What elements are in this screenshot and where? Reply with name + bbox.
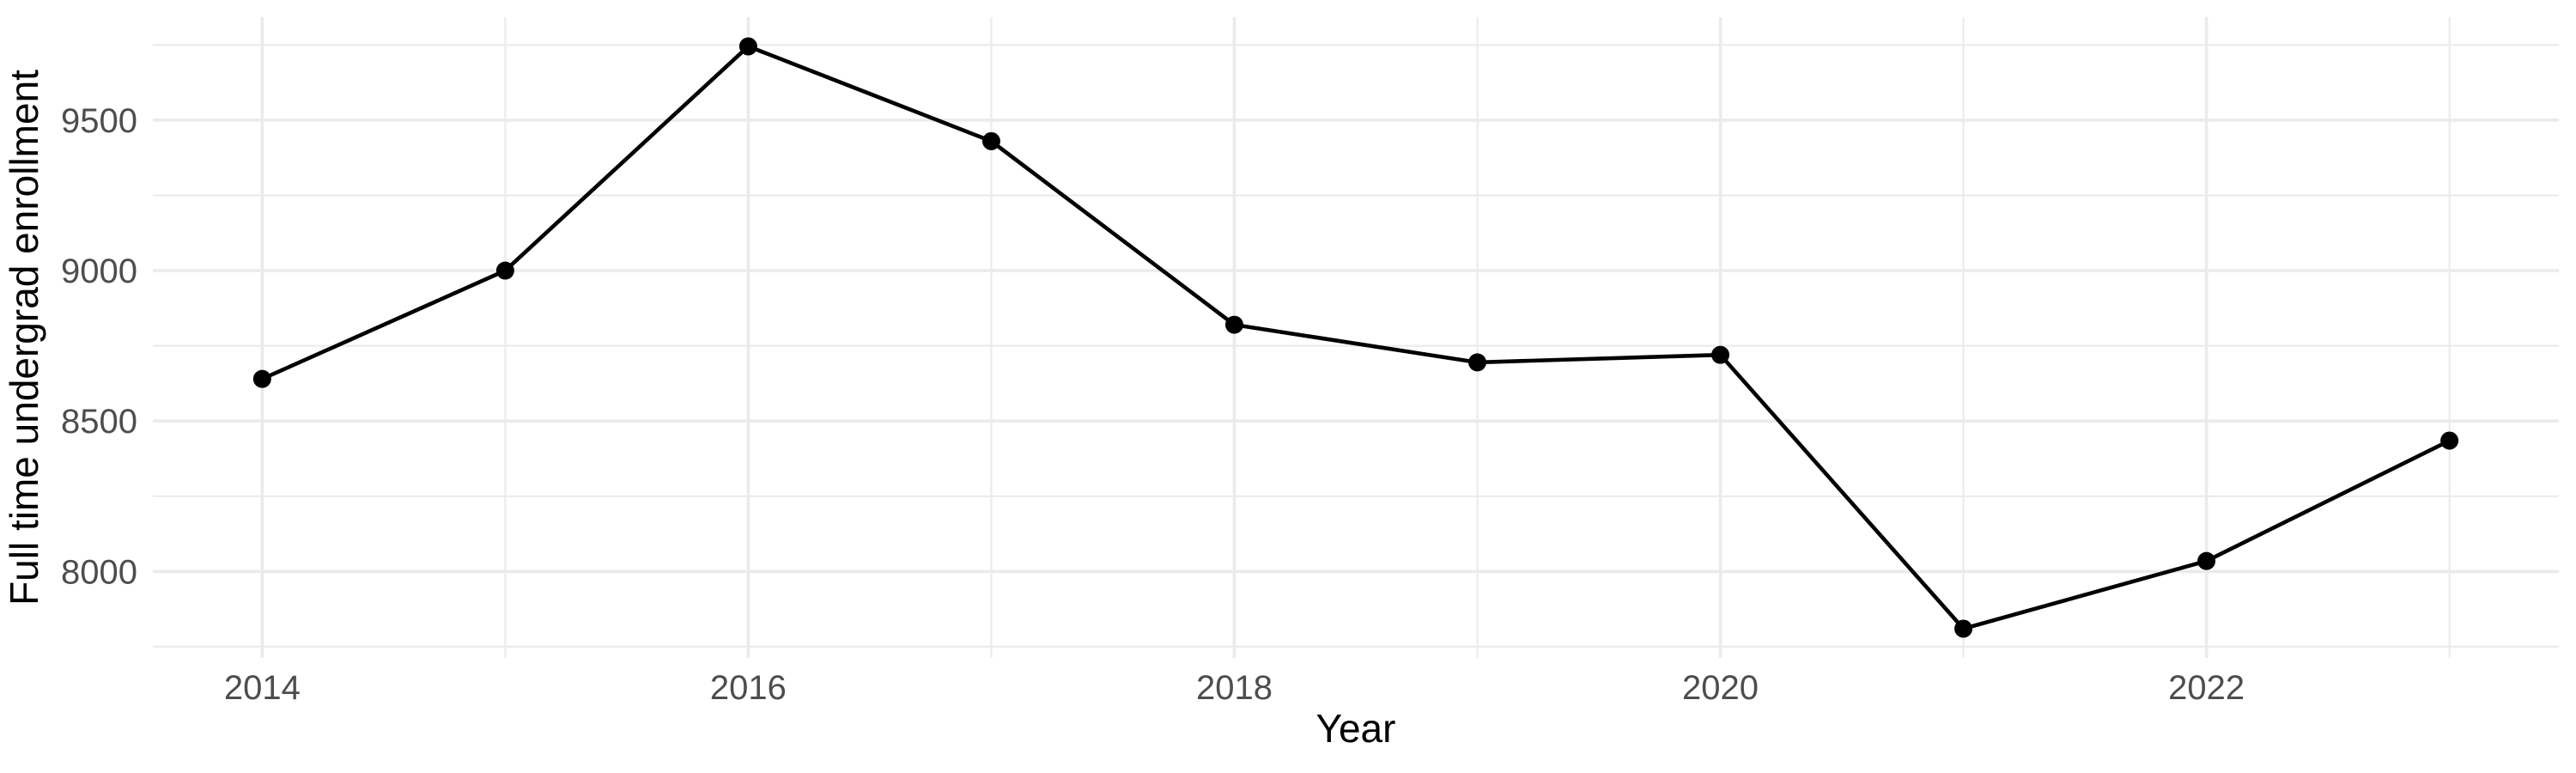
- data-point: [738, 37, 757, 56]
- x-tick-label: 2018: [1196, 669, 1273, 707]
- tick-label-layer: 8000 8500 9000 9500 2014 2016 2018 2020 2022: [61, 102, 2245, 707]
- x-tick-label: 2016: [710, 669, 787, 707]
- x-tick-label: 2022: [2168, 669, 2245, 707]
- data-point: [2440, 431, 2459, 450]
- data-point: [1954, 619, 1973, 638]
- y-tick-label: 9500: [61, 102, 137, 140]
- x-axis-title: Year: [1316, 706, 1396, 751]
- data-series-layer: [252, 37, 2459, 638]
- y-axis-title: Full time undergrad enrollment: [2, 70, 46, 606]
- series-line: [260, 44, 2451, 631]
- y-tick-label: 8500: [61, 403, 137, 441]
- grid-layer: [153, 17, 2559, 658]
- data-point: [2197, 551, 2216, 570]
- data-point: [495, 261, 514, 280]
- data-point: [1468, 353, 1487, 372]
- x-tick-label: 2014: [224, 669, 301, 707]
- y-tick-label: 9000: [61, 253, 137, 290]
- data-point: [252, 369, 271, 388]
- data-point: [981, 131, 1000, 150]
- data-point: [1224, 315, 1243, 334]
- x-tick-label: 2020: [1682, 669, 1759, 707]
- y-tick-label: 8000: [61, 553, 137, 591]
- data-point: [1711, 345, 1730, 364]
